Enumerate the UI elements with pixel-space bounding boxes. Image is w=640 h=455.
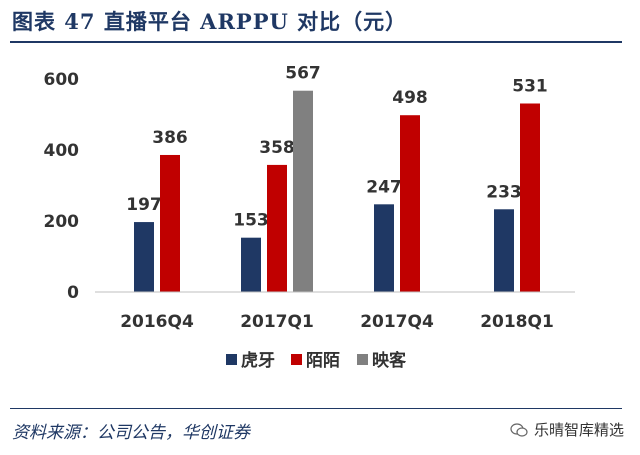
y-tick-label: 600	[44, 70, 80, 90]
bar-2017Q4-陌陌	[400, 115, 420, 293]
bar-2017Q4-虎牙	[374, 204, 394, 292]
data-label: 358	[259, 138, 295, 158]
bar-2018Q1-虎牙	[494, 209, 514, 292]
legend: 虎牙 陌陌 映客	[226, 350, 407, 371]
bar-2018Q1-陌陌	[520, 103, 540, 293]
bar-2016Q4-虎牙	[134, 222, 154, 292]
data-label: 386	[152, 128, 188, 148]
x-tick-label: 2017Q4	[360, 312, 434, 332]
legend-swatch	[291, 354, 302, 365]
data-label: 531	[512, 76, 548, 96]
bars: 197 386 153 358 567 247 498 233 531	[126, 64, 548, 293]
source-note: 资料来源：公司公告，华创证券	[12, 423, 250, 443]
data-label: 197	[126, 195, 162, 215]
legend-swatch	[357, 354, 368, 365]
chart-title: 图表 47 直播平台 ARPPU 对比（元）	[12, 9, 408, 34]
legend-label: 映客	[372, 350, 407, 371]
data-label: 247	[366, 177, 402, 197]
legend-swatch	[226, 354, 237, 365]
data-label: 233	[486, 182, 522, 202]
data-label: 153	[233, 211, 269, 231]
x-tick-label: 2017Q1	[240, 312, 314, 332]
bar-2016Q4-陌陌	[160, 154, 180, 292]
x-axis: 2016Q4 2017Q1 2017Q4 2018Q1	[95, 291, 575, 332]
y-tick-label: 0	[67, 283, 79, 303]
bar-2017Q1-虎牙	[241, 237, 261, 292]
x-tick-label: 2016Q4	[120, 312, 194, 332]
wechat-icon	[510, 422, 528, 437]
legend-label: 虎牙	[241, 351, 275, 371]
watermark: 乐晴智库精选	[510, 419, 624, 440]
legend-label: 陌陌	[306, 351, 340, 371]
footer-divider	[10, 408, 622, 409]
data-label: 498	[392, 88, 428, 108]
y-tick-label: 400	[44, 141, 80, 161]
header-divider	[10, 41, 622, 43]
bar-2017Q1-陌陌	[267, 164, 287, 292]
bar-2017Q1-映客	[293, 90, 313, 292]
y-axis: 0 200 400 600	[44, 70, 80, 303]
data-label: 567	[285, 64, 321, 84]
x-tick-label: 2018Q1	[480, 312, 554, 332]
watermark-text: 乐晴智库精选	[533, 421, 624, 439]
y-tick-label: 200	[44, 212, 80, 232]
